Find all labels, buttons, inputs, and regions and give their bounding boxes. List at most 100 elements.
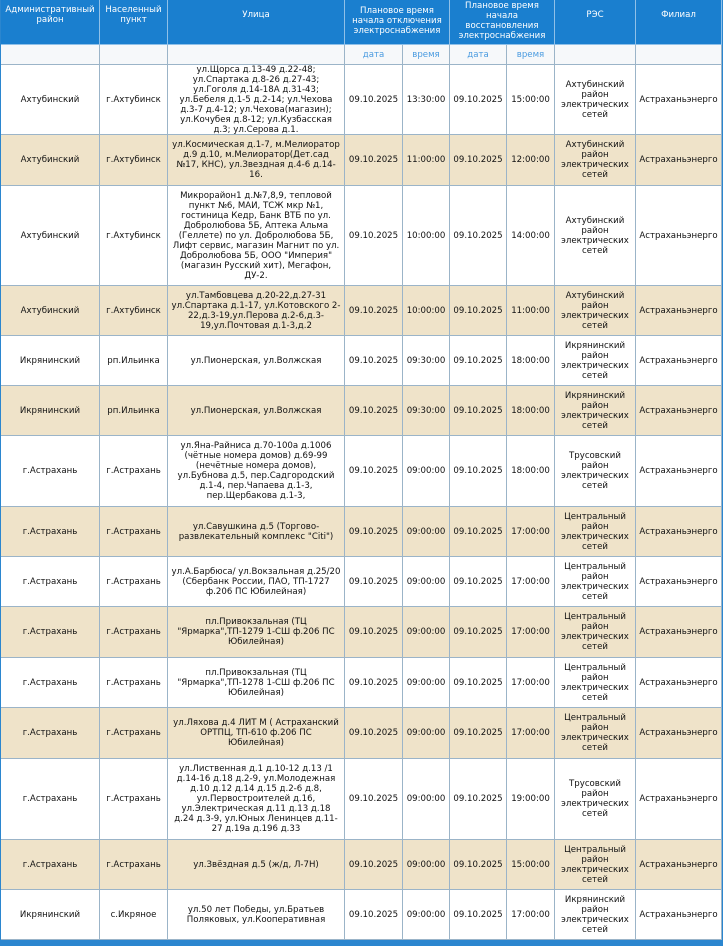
off-time: 09:00:00 bbox=[403, 840, 450, 890]
res: Центральный район электрических сетей bbox=[555, 607, 636, 658]
res: Икрянинский район электрических сетей bbox=[555, 890, 636, 940]
on-time: 18:00:00 bbox=[507, 436, 555, 507]
branch: Астраханьэнерго bbox=[636, 507, 722, 557]
res: Центральный район электрических сетей bbox=[555, 557, 636, 607]
branch: Астраханьэнерго bbox=[636, 557, 722, 607]
subheader-empty bbox=[636, 45, 722, 65]
res: Трусовский район электрических сетей bbox=[555, 436, 636, 507]
locality: г.Астрахань bbox=[100, 759, 168, 840]
column-header: Улица bbox=[168, 0, 345, 45]
off-time: 09:00:00 bbox=[403, 436, 450, 507]
on-date: 09.10.2025 bbox=[450, 507, 507, 557]
off-date: 09.10.2025 bbox=[345, 336, 403, 386]
on-time: 14:00:00 bbox=[507, 186, 555, 286]
street: ул.50 лет Победы, ул.Братьев Поляковых, … bbox=[168, 890, 345, 940]
branch: Астраханьэнерго bbox=[636, 840, 722, 890]
on-date: 09.10.2025 bbox=[450, 135, 507, 186]
res: Ахтубинский район электрических сетей bbox=[555, 135, 636, 186]
off-time: 11:00:00 bbox=[403, 135, 450, 186]
district: Икрянинский bbox=[1, 336, 100, 386]
off-time: 09:00:00 bbox=[403, 890, 450, 940]
off-date: 09.10.2025 bbox=[345, 840, 403, 890]
column-header: Плановое время начала отключения электро… bbox=[345, 0, 450, 45]
district: Ахтубинский bbox=[1, 135, 100, 186]
branch: Астраханьэнерго bbox=[636, 386, 722, 436]
column-header: Административный район bbox=[1, 0, 100, 45]
on-date: 09.10.2025 bbox=[450, 658, 507, 708]
subheader: время bbox=[403, 45, 450, 65]
on-time: 17:00:00 bbox=[507, 708, 555, 759]
off-date: 09.10.2025 bbox=[345, 507, 403, 557]
column-header: Плановое время начала восстановления эле… bbox=[450, 0, 555, 45]
branch: Астраханьэнерго bbox=[636, 890, 722, 940]
column-header: Населенный пункт bbox=[100, 0, 168, 45]
off-date: 09.10.2025 bbox=[345, 386, 403, 436]
locality: г.Ахтубинск bbox=[100, 65, 168, 135]
district: г.Астрахань bbox=[1, 607, 100, 658]
street: ул.Щорса д.13-49 д.22-48; ул.Спартака д.… bbox=[168, 65, 345, 135]
locality: г.Астрахань bbox=[100, 708, 168, 759]
on-date: 09.10.2025 bbox=[450, 186, 507, 286]
district: г.Астрахань bbox=[1, 436, 100, 507]
district: г.Астрахань bbox=[1, 557, 100, 607]
street: ул.Лиственная д.1 д.10-12 д.13 /1 д.14-1… bbox=[168, 759, 345, 840]
district: Ахтубинский bbox=[1, 286, 100, 336]
subheader-empty bbox=[1, 45, 100, 65]
street: пл.Привокзальная (ТЦ "Ярмарка",ТП-1278 1… bbox=[168, 658, 345, 708]
on-date: 09.10.2025 bbox=[450, 436, 507, 507]
street: ул.А.Барбюса/ ул.Вокзальная д.25/20 (Сбе… bbox=[168, 557, 345, 607]
subheader-empty bbox=[168, 45, 345, 65]
off-time: 09:00:00 bbox=[403, 607, 450, 658]
off-date: 09.10.2025 bbox=[345, 759, 403, 840]
off-time: 13:30:00 bbox=[403, 65, 450, 135]
res: Икрянинский район электрических сетей bbox=[555, 336, 636, 386]
on-time: 18:00:00 bbox=[507, 386, 555, 436]
locality: г.Астрахань bbox=[100, 658, 168, 708]
off-date: 09.10.2025 bbox=[345, 607, 403, 658]
off-time: 10:00:00 bbox=[403, 286, 450, 336]
on-date: 09.10.2025 bbox=[450, 890, 507, 940]
off-date: 09.10.2025 bbox=[345, 658, 403, 708]
branch: Астраханьэнерго bbox=[636, 135, 722, 186]
branch: Астраханьэнерго bbox=[636, 65, 722, 135]
res: Ахтубинский район электрических сетей bbox=[555, 65, 636, 135]
street: Микрорайон1 д.№7,8,9, тепловой пункт №6,… bbox=[168, 186, 345, 286]
district: г.Астрахань bbox=[1, 658, 100, 708]
branch: Астраханьэнерго bbox=[636, 658, 722, 708]
street: ул.Ляхова д.4 ЛИТ М ( Астраханский ОРТПЦ… bbox=[168, 708, 345, 759]
on-date: 09.10.2025 bbox=[450, 336, 507, 386]
subheader-empty bbox=[555, 45, 636, 65]
locality: г.Астрахань bbox=[100, 507, 168, 557]
off-time: 09:30:00 bbox=[403, 386, 450, 436]
district: г.Астрахань bbox=[1, 708, 100, 759]
locality: г.Ахтубинск bbox=[100, 286, 168, 336]
branch: Астраханьэнерго bbox=[636, 759, 722, 840]
res: Ахтубинский район электрических сетей bbox=[555, 186, 636, 286]
on-time: 15:00:00 bbox=[507, 65, 555, 135]
branch: Астраханьэнерго bbox=[636, 286, 722, 336]
district: Ахтубинский bbox=[1, 186, 100, 286]
street: ул.Пионерская, ул.Волжская bbox=[168, 386, 345, 436]
street: ул.Тамбовцева д.20-22,д.27-31 ул.Спартак… bbox=[168, 286, 345, 336]
street: ул.Яна-Райниса д.70-100а д.1006 (чётные … bbox=[168, 436, 345, 507]
on-date: 09.10.2025 bbox=[450, 286, 507, 336]
off-date: 09.10.2025 bbox=[345, 135, 403, 186]
on-time: 17:00:00 bbox=[507, 890, 555, 940]
column-header: Филиал bbox=[636, 0, 722, 45]
subheader: дата bbox=[450, 45, 507, 65]
locality: рп.Ильинка bbox=[100, 336, 168, 386]
on-date: 09.10.2025 bbox=[450, 840, 507, 890]
on-date: 09.10.2025 bbox=[450, 708, 507, 759]
res: Трусовский район электрических сетей bbox=[555, 759, 636, 840]
off-date: 09.10.2025 bbox=[345, 286, 403, 336]
street: пл.Привокзальная (ТЦ "Ярмарка",ТП-1279 1… bbox=[168, 607, 345, 658]
locality: г.Астрахань bbox=[100, 436, 168, 507]
on-time: 17:00:00 bbox=[507, 658, 555, 708]
column-header: РЭС bbox=[555, 0, 636, 45]
on-time: 17:00:00 bbox=[507, 507, 555, 557]
res: Центральный район электрических сетей bbox=[555, 708, 636, 759]
off-date: 09.10.2025 bbox=[345, 65, 403, 135]
district: Икрянинский bbox=[1, 890, 100, 940]
res: Икрянинский район электрических сетей bbox=[555, 386, 636, 436]
street: ул.Савушкина д.5 (Торгово-развлекательны… bbox=[168, 507, 345, 557]
